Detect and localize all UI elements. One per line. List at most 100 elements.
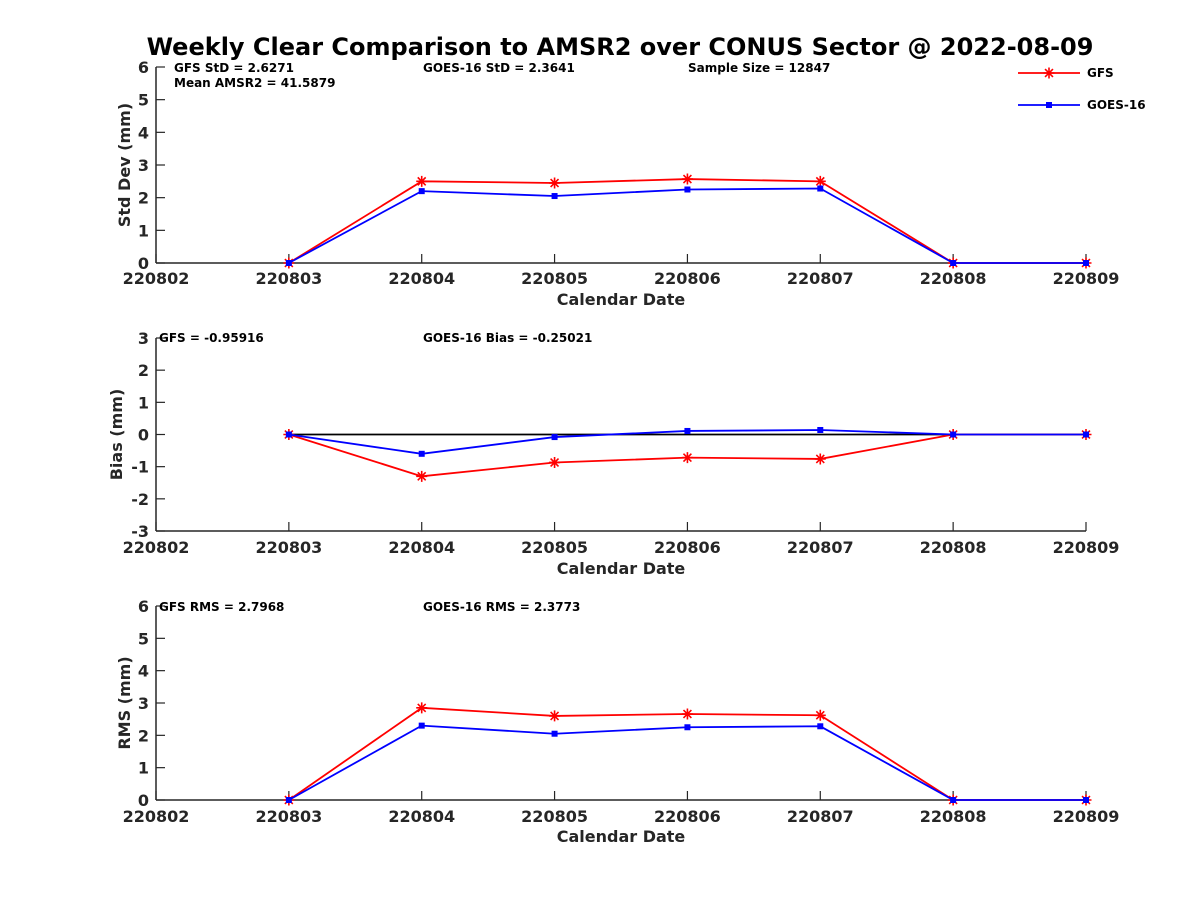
legend-label: GOES-16 xyxy=(1087,98,1146,112)
y-tick-label: 1 xyxy=(138,759,149,778)
x-tick-label: 220802 xyxy=(123,807,190,826)
goes16-point xyxy=(950,431,957,438)
gfs-point xyxy=(681,173,693,185)
x-tick-label: 220802 xyxy=(123,538,190,557)
legend-entry-gfs: GFS xyxy=(1018,66,1114,80)
stat-annotation: GFS = -0.95916 xyxy=(159,331,264,345)
goes16-point xyxy=(418,188,425,195)
y-tick-label: 2 xyxy=(138,189,149,208)
y-tick-label: 2 xyxy=(138,726,149,745)
stat-annotation: GFS RMS = 2.7968 xyxy=(159,600,284,614)
panel-2: 220802 220803 220804 220805 220806 220807 2208… xyxy=(107,329,1119,578)
goes16-point xyxy=(1083,431,1089,438)
x-tick-label: 220805 xyxy=(521,269,588,288)
y-tick-label: 3 xyxy=(138,694,149,713)
x-tick-label: 220802 xyxy=(123,269,190,288)
goes16-point xyxy=(285,431,292,438)
goes16-point xyxy=(684,724,691,731)
series-gfs xyxy=(283,702,1092,806)
goes16-point xyxy=(950,260,957,266)
x-tick-label: 220809 xyxy=(1053,538,1120,557)
y-tick-label: 0 xyxy=(138,791,149,810)
series-line xyxy=(288,724,1086,801)
y-tick-label: -2 xyxy=(131,490,149,509)
x-axis-label: Calendar Date xyxy=(557,290,686,309)
y-tick-label: -3 xyxy=(131,522,149,541)
goes16-point xyxy=(551,193,558,200)
panels: 220802 220803 220804 220805 220806 220807 2208… xyxy=(107,58,1119,846)
x-tick-label: 220803 xyxy=(255,269,322,288)
x-tick-label: 220807 xyxy=(787,807,854,826)
x-tick-label: 220806 xyxy=(654,538,721,557)
stat-annotation: GOES-16 Bias = -0.25021 xyxy=(423,331,592,345)
legend-marker xyxy=(1043,67,1055,79)
gfs-point xyxy=(416,702,428,714)
gfs-point xyxy=(549,456,561,468)
goes16-point xyxy=(950,797,957,803)
panel-1: 220802 220803 220804 220805 220806 220807 2208… xyxy=(115,58,1119,309)
goes16-point xyxy=(817,723,824,730)
stat-annotation: Mean AMSR2 = 41.5879 xyxy=(174,76,335,90)
x-tick-label: 220804 xyxy=(388,269,455,288)
y-tick-label: -1 xyxy=(131,458,149,477)
gfs-point xyxy=(416,175,428,187)
gfs-point xyxy=(549,710,561,722)
goes16-point xyxy=(1083,260,1089,266)
y-tick-label: 4 xyxy=(138,662,149,681)
y-axis-label: Bias (mm) xyxy=(107,389,126,481)
x-tick-label: 220806 xyxy=(654,807,721,826)
goes16-point xyxy=(418,722,425,729)
goes16-point xyxy=(817,426,824,433)
goes16-point xyxy=(418,450,425,457)
goes16-point xyxy=(285,260,292,266)
stat-annotation: GFS StD = 2.6271 xyxy=(174,61,294,75)
x-tick-label: 220803 xyxy=(255,538,322,557)
series-gfs xyxy=(283,429,1092,482)
panel-3: 220802 220803 220804 220805 220806 220807 2208… xyxy=(115,597,1119,846)
y-tick-label: 0 xyxy=(138,426,149,445)
gfs-point xyxy=(814,709,826,721)
goes16-point xyxy=(684,186,691,193)
x-axis-label: Calendar Date xyxy=(557,827,686,846)
y-tick-label: 1 xyxy=(138,393,149,412)
x-tick-label: 220808 xyxy=(920,807,987,826)
gfs-point xyxy=(681,452,693,464)
stat-annotation: GOES-16 StD = 2.3641 xyxy=(423,61,575,75)
series-line xyxy=(288,187,1086,264)
x-tick-label: 220808 xyxy=(920,538,987,557)
x-tick-label: 220809 xyxy=(1053,807,1120,826)
y-axis-label: RMS (mm) xyxy=(115,656,134,749)
goes16-point xyxy=(684,427,691,434)
y-tick-label: 3 xyxy=(138,156,149,175)
legend-entry-goes-16: GOES-16 xyxy=(1018,98,1146,112)
x-tick-label: 220804 xyxy=(388,538,455,557)
y-tick-label: 6 xyxy=(138,58,149,77)
y-tick-label: 5 xyxy=(138,629,149,648)
x-tick-label: 220808 xyxy=(920,269,987,288)
y-axis-label: Std Dev (mm) xyxy=(115,103,134,227)
y-tick-label: 6 xyxy=(138,597,149,616)
gfs-point xyxy=(814,175,826,187)
figure-title: Weekly Clear Comparison to AMSR2 over CO… xyxy=(147,33,1094,61)
x-tick-label: 220806 xyxy=(654,269,721,288)
goes16-point xyxy=(551,434,558,441)
y-tick-label: 1 xyxy=(138,221,149,240)
y-tick-label: 5 xyxy=(138,91,149,110)
x-tick-label: 220803 xyxy=(255,807,322,826)
x-tick-label: 220804 xyxy=(388,807,455,826)
gfs-point xyxy=(549,177,561,189)
legend-label: GFS xyxy=(1087,66,1114,80)
goes16-point xyxy=(817,185,824,192)
x-tick-label: 220809 xyxy=(1053,269,1120,288)
x-tick-label: 220807 xyxy=(787,538,854,557)
legend-marker xyxy=(1046,102,1052,108)
gfs-point xyxy=(416,470,428,482)
series-goes-16 xyxy=(285,185,1089,266)
series-goes-16 xyxy=(285,722,1089,803)
y-tick-label: 3 xyxy=(138,329,149,348)
stat-annotation: GOES-16 RMS = 2.3773 xyxy=(423,600,580,614)
goes16-point xyxy=(551,730,558,737)
gfs-point xyxy=(814,453,826,465)
y-tick-label: 2 xyxy=(138,361,149,380)
